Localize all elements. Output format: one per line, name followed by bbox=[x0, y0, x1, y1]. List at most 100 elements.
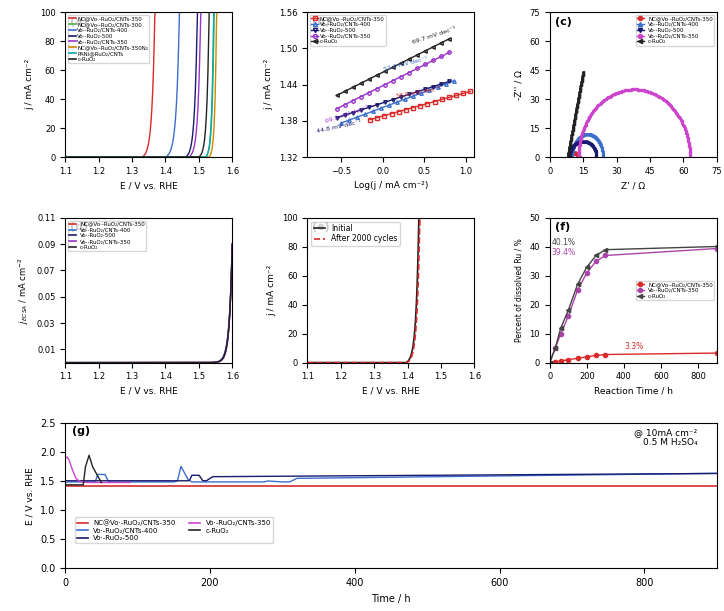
Text: (c): (c) bbox=[555, 16, 571, 26]
Vo·-RuO₂/CNTs-400 bbox=[61, 153, 70, 161]
NC@Vo·-RuO₂/CNTs-300 bbox=[182, 153, 191, 161]
Vo·-RuO₂/CNTs-350 bbox=[686, 148, 694, 155]
Vo·-RuO₂-500 bbox=[439, 79, 448, 87]
Line: NC@Vo·-RuO₂/CNTs-300: NC@Vo·-RuO₂/CNTs-300 bbox=[65, 12, 232, 157]
Initial bbox=[408, 345, 417, 353]
Text: (d): (d) bbox=[70, 222, 88, 232]
Vo·-RuO₂/CNTs-350 bbox=[81, 359, 90, 366]
NC@Vo·-RuO₂/CNTs-300 bbox=[115, 153, 124, 161]
NC@Vo·-RuO₂/CNTs-350 bbox=[228, 9, 237, 16]
NC@Vo·-RuO₂/CNTs-350N₂ bbox=[166, 153, 174, 161]
Vo·-RuO₂/CNTs-350 bbox=[545, 359, 554, 366]
c-RuO₂ bbox=[362, 77, 371, 84]
Vo·-RuO₂/CNTs-350 bbox=[127, 153, 135, 161]
Vo·-RuO₂/CNTs-350 bbox=[586, 112, 594, 119]
PANi@RuO₂/CNTs bbox=[81, 153, 90, 161]
Line: Vo·-RuO₂/CNTs-350: Vo·-RuO₂/CNTs-350 bbox=[547, 246, 719, 365]
X-axis label: E / V vs. RHE: E / V vs. RHE bbox=[120, 181, 177, 190]
Vo·-RuO₂/CNTs-350 bbox=[712, 245, 721, 252]
Line: Vo·-RuO₂/CNTs-400: Vo·-RuO₂/CNTs-400 bbox=[65, 244, 232, 362]
PANi@RuO₂/CNTs bbox=[182, 153, 191, 161]
Vo·-RuO₂/CNTs-350 bbox=[182, 359, 191, 366]
Vo·-RuO₂/CNTs-350 bbox=[61, 359, 70, 366]
Vo·-RuO₂-500 bbox=[568, 144, 577, 151]
Y-axis label: Percent of dissolved Ru / %: Percent of dissolved Ru / % bbox=[515, 238, 523, 342]
NC@Vo·-RuO₂/CNTs-350 bbox=[574, 153, 583, 161]
c-RuO₂ bbox=[439, 38, 448, 45]
NC@Vo·-RuO₂/CNTs-350 bbox=[127, 359, 135, 366]
Vo·-RuO₂/CNTs-350 bbox=[551, 345, 560, 352]
Text: (a): (a) bbox=[70, 16, 88, 26]
c-RuO₂ bbox=[182, 153, 191, 161]
Initial bbox=[358, 359, 366, 366]
Y-axis label: $j_{ECSA}$ / mA cm$^{-2}$: $j_{ECSA}$ / mA cm$^{-2}$ bbox=[17, 257, 31, 324]
NC@Vo·-RuO₂/CNTs-300 bbox=[127, 153, 135, 161]
After 2000 cycles bbox=[470, 214, 479, 222]
Vo·-RuO₂/CNTs-400 bbox=[337, 120, 345, 127]
PANi@RuO₂/CNTs bbox=[209, 9, 218, 16]
c-RuO₂ bbox=[545, 359, 554, 366]
Vo·-RuO₂/CNTs-400 bbox=[358, 112, 366, 119]
Legend: Initial, After 2000 cycles: Initial, After 2000 cycles bbox=[311, 222, 400, 246]
Line: NC@Vo·-RuO₂/CNTs-350: NC@Vo·-RuO₂/CNTs-350 bbox=[370, 92, 471, 120]
Vo·-RuO₂/CNTs-400 bbox=[61, 359, 70, 366]
Legend: NC@Vo·-RuO₂/CNTs-350, Vo·-RuO₂/CNTs-350, c-RuO₂: NC@Vo·-RuO₂/CNTs-350, Vo·-RuO₂/CNTs-350,… bbox=[636, 281, 714, 299]
c-RuO₂ bbox=[583, 263, 592, 271]
After 2000 cycles bbox=[323, 359, 332, 366]
PANi@RuO₂/CNTs bbox=[115, 153, 124, 161]
Line: PANi@RuO₂/CNTs: PANi@RuO₂/CNTs bbox=[65, 12, 232, 157]
NC@Vo·-RuO₂/CNTs-350 bbox=[583, 353, 592, 360]
Vo·-RuO₂/CNTs-400 bbox=[115, 359, 124, 366]
NC@Vo·-RuO₂/CNTs-350 bbox=[61, 153, 70, 161]
Vo·-RuO₂-500 bbox=[61, 359, 70, 366]
Vo·-RuO₂-500 bbox=[592, 152, 601, 159]
X-axis label: Z' / Ω: Z' / Ω bbox=[621, 181, 645, 190]
NC@Vo·-RuO₂/CNTs-350 bbox=[228, 241, 237, 248]
NC@Vo·-RuO₂/CNTs-350 bbox=[571, 150, 579, 157]
NC@Vo·-RuO₂/CNTs-350 bbox=[573, 151, 582, 158]
NC@Vo·-RuO₂/CNTs-350 bbox=[370, 115, 379, 122]
NC@Vo·-RuO₂/CNTs-300 bbox=[81, 153, 90, 161]
Vo·-RuO₂-500 bbox=[166, 359, 174, 366]
c-RuO₂ bbox=[568, 126, 577, 133]
Vo·-RuO₂-500 bbox=[445, 78, 454, 85]
c-RuO₂ bbox=[166, 153, 174, 161]
Vo·-RuO₂-500 bbox=[115, 359, 124, 366]
Vo·-RuO₂-500 bbox=[115, 153, 124, 161]
NC@Vo·-RuO₂/CNTs-350 bbox=[115, 153, 124, 161]
Vo·-RuO₂/CNTs-400 bbox=[341, 118, 350, 125]
Vo·-RuO₂-500 bbox=[353, 108, 362, 115]
Text: 69.7 mV dec⁻¹: 69.7 mV dec⁻¹ bbox=[412, 26, 457, 45]
NC@Vo·-RuO₂/CNTs-350 bbox=[712, 349, 721, 357]
Y-axis label: j / mA cm⁻²: j / mA cm⁻² bbox=[264, 59, 274, 110]
NC@Vo·-RuO₂/CNTs-350N₂ bbox=[127, 153, 135, 161]
Text: 44.8 mV dec⁻¹: 44.8 mV dec⁻¹ bbox=[316, 120, 362, 134]
Vo·-RuO₂-500 bbox=[581, 138, 590, 145]
c-RuO₂ bbox=[353, 81, 362, 89]
Vo·-RuO₂/CNTs-350 bbox=[435, 54, 444, 61]
Vo·-RuO₂/CNTs-350 bbox=[337, 103, 345, 110]
Vo·-RuO₂-500 bbox=[182, 359, 190, 366]
Text: @ 10mA cm⁻²
0.5 M H₂SO₄: @ 10mA cm⁻² 0.5 M H₂SO₄ bbox=[634, 428, 697, 447]
c-RuO₂ bbox=[228, 241, 237, 248]
Text: (g): (g) bbox=[72, 426, 90, 436]
After 2000 cycles bbox=[416, 214, 424, 222]
Vo·-RuO₂/CNTs-400 bbox=[343, 117, 352, 125]
Line: Vo·-RuO₂/CNTs-400: Vo·-RuO₂/CNTs-400 bbox=[65, 12, 232, 157]
NC@Vo·-RuO₂/CNTs-300 bbox=[61, 153, 70, 161]
NC@Vo·-RuO₂/CNTs-350 bbox=[384, 111, 393, 118]
NC@Vo·-RuO₂/CNTs-350 bbox=[372, 114, 381, 122]
Line: Vo·-RuO₂/CNTs-400: Vo·-RuO₂/CNTs-400 bbox=[341, 81, 454, 123]
Vo·-RuO₂-500 bbox=[228, 241, 237, 248]
After 2000 cycles bbox=[369, 359, 378, 366]
After 2000 cycles bbox=[408, 350, 417, 357]
Legend: NC@Vo·-RuO₂/CNTs-350, Vo·-RuO₂/CNTs-400, Vo·-RuO₂-500, Vo·-RuO₂/CNTs-350, c-RuO₂: NC@Vo·-RuO₂/CNTs-350, Vo·-RuO₂/CNTs-400,… bbox=[75, 518, 273, 543]
Vo·-RuO₂/CNTs-350 bbox=[583, 269, 592, 277]
Vo·-RuO₂/CNTs-350 bbox=[439, 51, 448, 59]
NC@Vo·-RuO₂/CNTs-350 bbox=[61, 359, 70, 366]
NC@Vo·-RuO₂/CNTs-350 bbox=[166, 359, 174, 366]
Vo·-RuO₂/CNTs-350 bbox=[564, 313, 573, 320]
NC@Vo·-RuO₂/CNTs-350N₂ bbox=[182, 153, 190, 161]
NC@Vo·-RuO₂/CNTs-350 bbox=[458, 90, 466, 98]
c-RuO₂ bbox=[557, 324, 565, 332]
